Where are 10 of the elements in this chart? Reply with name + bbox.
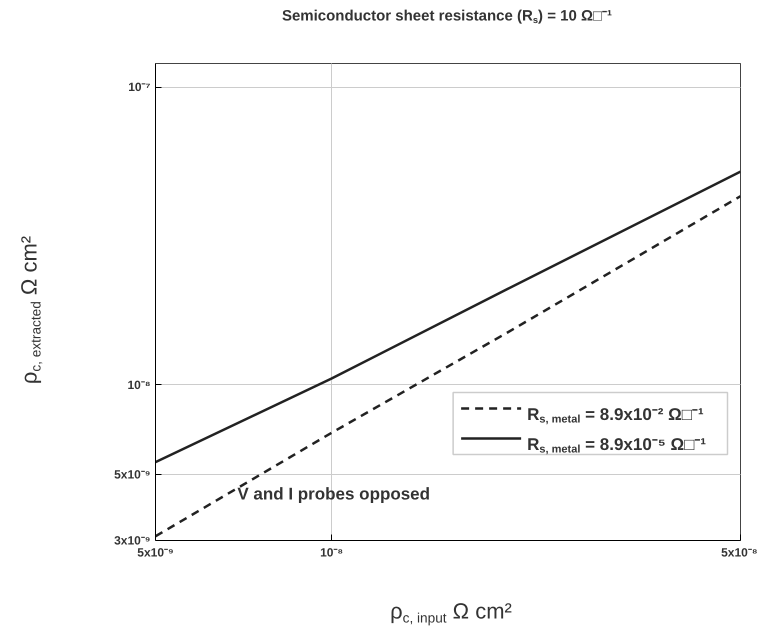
- y-tick-label: 5x10⁻⁹: [114, 467, 150, 482]
- y-tick-label: 3x10⁻⁹: [114, 534, 150, 548]
- annotation: V and I probes opposed: [237, 484, 430, 504]
- y-tick-label: 10⁻⁸: [127, 378, 151, 392]
- y-tick-label: 10⁻⁷: [128, 80, 151, 94]
- x-tick-label: 5x10⁻⁸: [721, 546, 758, 560]
- x-axis-title: ρ$_{c, input}$ Ω cm²: [390, 598, 512, 626]
- x-tick-label: 10⁻⁸: [320, 546, 344, 560]
- chart-title: Semiconductor sheet resistance (R$_{s}$) = 10 Ω□⁻¹: [282, 7, 612, 26]
- x-tick-label: 5x10⁻⁹: [137, 546, 174, 560]
